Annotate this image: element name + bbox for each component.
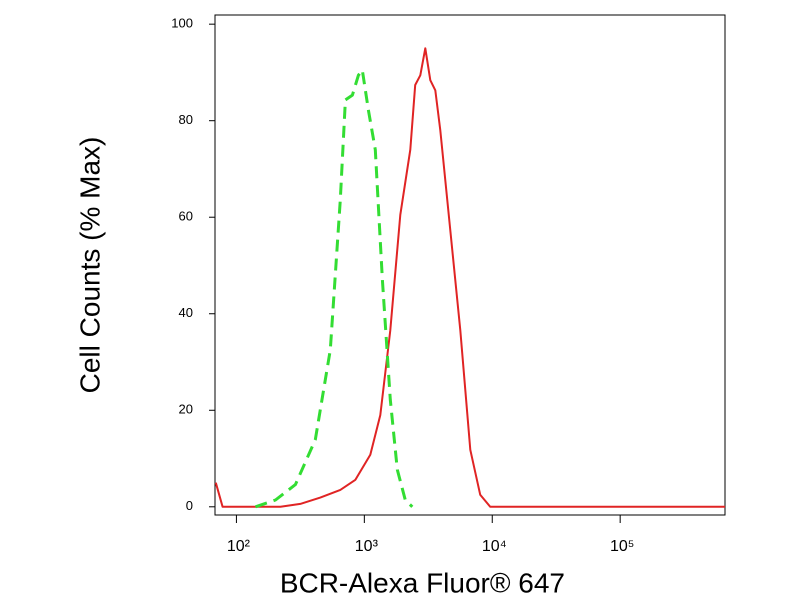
y-tick-label: 0	[186, 498, 193, 513]
y-tick-label: 60	[179, 209, 193, 224]
x-tick-label: 10³	[355, 538, 379, 555]
plot-frame	[214, 14, 726, 516]
y-tick-label: 100	[171, 16, 193, 31]
series-line	[214, 47, 725, 508]
x-tick-label: 10⁵	[610, 538, 634, 555]
y-axis-label: Cell Counts (% Max)	[74, 137, 105, 394]
series-line	[255, 68, 414, 509]
x-tick-label: 10²	[227, 538, 251, 555]
x-tick-label: 10⁴	[482, 538, 507, 555]
y-tick-label: 80	[179, 112, 193, 127]
y-tick-label: 40	[179, 305, 193, 320]
y-tick-label: 20	[179, 402, 193, 417]
x-axis-label: BCR-Alexa Fluor® 647	[280, 567, 565, 598]
